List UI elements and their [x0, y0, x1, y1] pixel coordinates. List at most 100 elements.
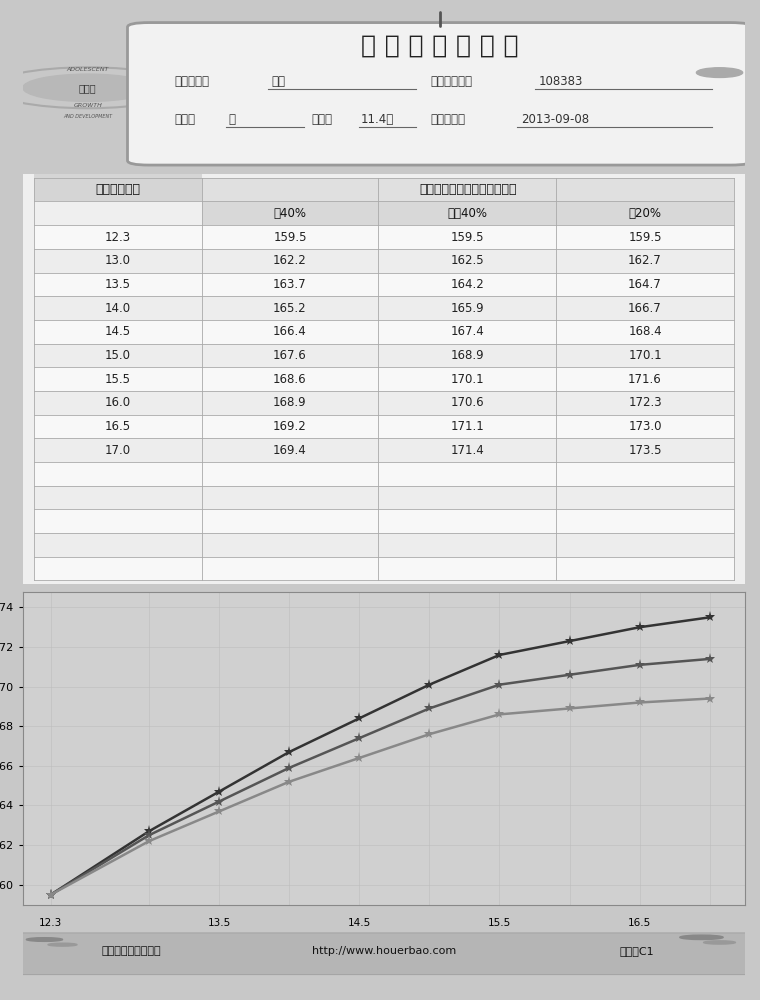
Text: 15.5: 15.5: [488, 918, 511, 928]
Bar: [33, 344, 734, 367]
Text: 168.9: 168.9: [273, 396, 307, 409]
Text: 14.0: 14.0: [105, 302, 131, 315]
FancyBboxPatch shape: [128, 23, 752, 165]
Circle shape: [704, 941, 736, 944]
Text: GROWTH: GROWTH: [74, 103, 102, 108]
Text: AND DEVELOPMENT: AND DEVELOPMENT: [63, 114, 112, 119]
Bar: [33, 509, 734, 533]
Text: 16.0: 16.0: [558, 934, 581, 944]
Text: 15.0: 15.0: [105, 349, 131, 362]
Text: 164.2: 164.2: [450, 278, 484, 291]
Text: 16.0: 16.0: [105, 396, 131, 409]
Circle shape: [23, 74, 153, 101]
Text: 159.5: 159.5: [629, 231, 662, 244]
Text: 女: 女: [229, 113, 236, 126]
Bar: [33, 225, 734, 249]
Text: 版本：C1: 版本：C1: [619, 946, 654, 956]
Text: 16.5: 16.5: [105, 420, 131, 433]
Text: 后儿保卡号：: 后儿保卡号：: [431, 75, 473, 88]
Text: 165.2: 165.2: [273, 302, 307, 315]
Text: 17.0: 17.0: [105, 444, 131, 457]
Text: 166.7: 166.7: [629, 302, 662, 315]
FancyBboxPatch shape: [15, 170, 752, 589]
Text: 17.0: 17.0: [698, 934, 721, 944]
Text: 171.1: 171.1: [450, 420, 484, 433]
Text: 性别：: 性别：: [175, 113, 195, 126]
Bar: [33, 296, 734, 320]
Text: 170.1: 170.1: [451, 373, 484, 386]
Text: 一般40%: 一般40%: [447, 207, 487, 220]
Text: 13.5: 13.5: [105, 278, 131, 291]
Text: 骨 发 育 测 评 报 告: 骨 发 育 测 评 报 告: [361, 33, 519, 57]
Text: 14.0: 14.0: [277, 934, 301, 944]
Text: 167.4: 167.4: [450, 325, 484, 338]
Text: 169.2: 169.2: [273, 420, 307, 433]
Bar: [33, 438, 734, 462]
Text: 164.7: 164.7: [629, 278, 662, 291]
Bar: [33, 462, 734, 486]
Text: 15.0: 15.0: [418, 934, 441, 944]
Text: 165.9: 165.9: [451, 302, 484, 315]
Bar: [33, 486, 734, 509]
Text: 173.0: 173.0: [629, 420, 662, 433]
Text: 170.6: 170.6: [451, 396, 484, 409]
Text: 171.6: 171.6: [629, 373, 662, 386]
Bar: [201, 178, 734, 201]
Text: ADOLESCENT: ADOLESCENT: [67, 67, 109, 72]
Text: 2013-09-08: 2013-09-08: [521, 113, 589, 126]
Circle shape: [679, 935, 723, 940]
Text: 169.4: 169.4: [273, 444, 307, 457]
Text: 162.5: 162.5: [451, 254, 484, 267]
Text: 年龄：: 年龄：: [312, 113, 333, 126]
Text: 13.0: 13.0: [105, 254, 131, 267]
Text: 11.4岁: 11.4岁: [361, 113, 394, 126]
Text: 徐菁: 徐菁: [272, 75, 286, 88]
Text: 108383: 108383: [539, 75, 584, 88]
Circle shape: [48, 943, 77, 946]
Text: 168.9: 168.9: [451, 349, 484, 362]
Text: 172.3: 172.3: [629, 396, 662, 409]
Text: 差40%: 差40%: [274, 207, 306, 220]
Bar: [33, 154, 201, 201]
Bar: [33, 367, 734, 391]
Text: 12.3: 12.3: [40, 918, 62, 928]
Text: 162.7: 162.7: [629, 254, 662, 267]
Bar: [33, 273, 734, 296]
Bar: [33, 320, 734, 344]
Bar: [33, 533, 734, 557]
Text: 12.3: 12.3: [105, 231, 131, 244]
Text: 好20%: 好20%: [629, 207, 661, 220]
Text: 163.7: 163.7: [273, 278, 307, 291]
Text: 162.2: 162.2: [273, 254, 307, 267]
Text: 168.6: 168.6: [273, 373, 307, 386]
Text: 166.4: 166.4: [273, 325, 307, 338]
Text: 171.4: 171.4: [450, 444, 484, 457]
Text: 173.5: 173.5: [629, 444, 662, 457]
Text: 170.1: 170.1: [629, 349, 662, 362]
Bar: [33, 391, 734, 415]
Text: 168.4: 168.4: [629, 325, 662, 338]
Text: 14.5: 14.5: [105, 325, 131, 338]
Text: 后儿保: 后儿保: [79, 83, 97, 93]
Text: 159.5: 159.5: [451, 231, 484, 244]
Circle shape: [27, 938, 62, 941]
Text: 年身高增长实现目标（厘米）: 年身高增长实现目标（厘米）: [419, 183, 517, 196]
Text: 15.5: 15.5: [105, 373, 131, 386]
Text: 13.0: 13.0: [138, 934, 160, 944]
Bar: [33, 249, 734, 273]
Text: 孩子姓名：: 孩子姓名：: [175, 75, 210, 88]
Text: 13.5: 13.5: [207, 918, 231, 928]
Bar: [201, 201, 734, 225]
Text: 后儿保优势成长中心: 后儿保优势成长中心: [101, 946, 161, 956]
Text: 167.6: 167.6: [273, 349, 307, 362]
Bar: [33, 557, 734, 580]
Text: 测试日期：: 测试日期：: [431, 113, 466, 126]
FancyBboxPatch shape: [15, 933, 752, 975]
Text: 159.5: 159.5: [273, 231, 307, 244]
Circle shape: [132, 32, 159, 37]
Bar: [33, 415, 734, 438]
Circle shape: [696, 68, 743, 77]
Text: 14.5: 14.5: [347, 918, 371, 928]
Text: http://www.houerbao.com: http://www.houerbao.com: [312, 946, 456, 956]
Text: 16.5: 16.5: [628, 918, 651, 928]
